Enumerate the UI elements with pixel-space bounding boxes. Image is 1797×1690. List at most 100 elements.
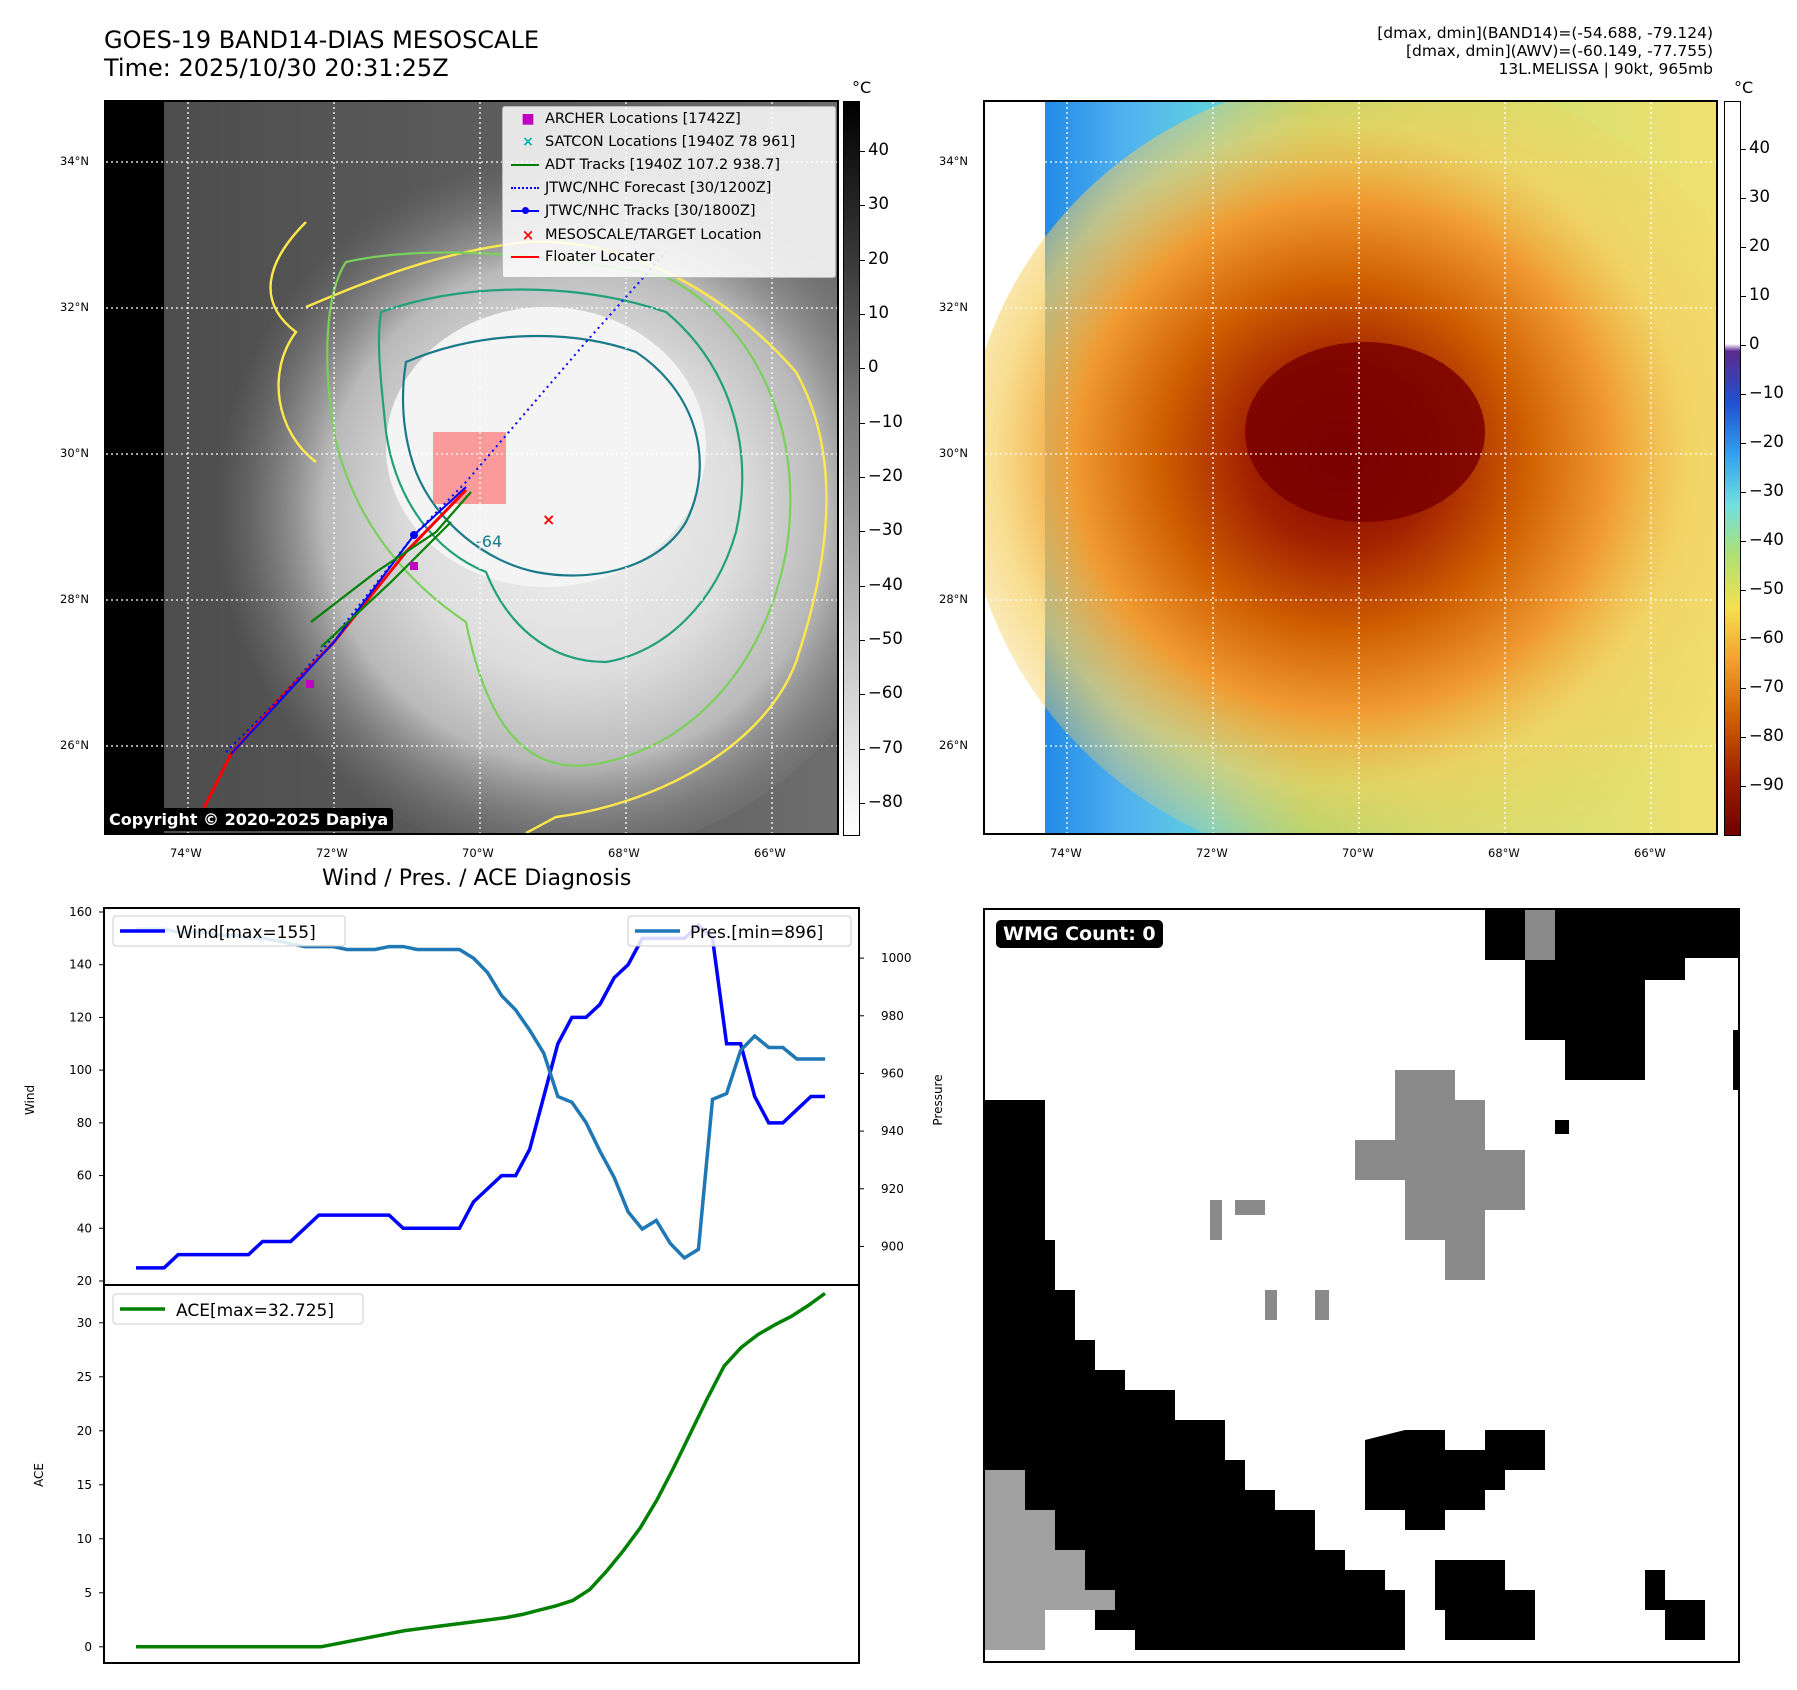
pressure-legend-box bbox=[627, 915, 852, 947]
colorbar-tick-mark bbox=[860, 531, 865, 533]
colorbar-tick-label: −50 bbox=[868, 629, 903, 649]
lat-label: 34°N bbox=[939, 154, 968, 168]
lat-label: 30°N bbox=[939, 446, 968, 460]
wind-axis-tick-label: 80 bbox=[77, 1116, 92, 1130]
lon-label: 74°W bbox=[1050, 846, 1082, 860]
colorbar-tick-mark bbox=[1741, 688, 1746, 690]
pressure-axis-label: Pressure bbox=[931, 1074, 945, 1125]
wind-axis-tick-label: 60 bbox=[77, 1169, 92, 1183]
cyan-x-icon: × bbox=[522, 134, 534, 150]
colorbar-tick-mark bbox=[860, 748, 865, 750]
title-line-2: Time: 2025/10/30 20:31:25Z bbox=[104, 54, 449, 82]
colorbar-tick-label: −20 bbox=[868, 466, 903, 486]
colorbar-tick-mark bbox=[1741, 442, 1746, 444]
legend-item-target: × MESOSCALE/TARGET Location bbox=[511, 226, 762, 244]
colorbar-tick-mark bbox=[860, 422, 865, 424]
ace-axis-tick-label: 20 bbox=[77, 1424, 92, 1438]
colorbar-tick-label: −30 bbox=[868, 520, 903, 540]
pressure-axis-tick-label: 900 bbox=[881, 1239, 904, 1253]
colorbar-tick-label: 30 bbox=[1749, 186, 1770, 206]
ace-series-line bbox=[136, 1291, 827, 1649]
wmg-count-badge: WMG Count: 0 bbox=[996, 920, 1163, 948]
legend-item-satcon: × SATCON Locations [1940Z 78 961] bbox=[511, 134, 795, 150]
contour-label: -64 bbox=[476, 532, 502, 551]
awv-map-panel bbox=[983, 100, 1718, 835]
pressure-axis-tick-label: 980 bbox=[881, 1009, 904, 1023]
wind-axis-tick-label: 140 bbox=[69, 958, 92, 972]
colorbar-tick-label: −50 bbox=[1749, 579, 1784, 599]
lon-label: 74°W bbox=[170, 846, 202, 860]
colorbar-right bbox=[1724, 101, 1741, 836]
colorbar-tick-mark bbox=[1741, 786, 1746, 788]
lat-label: 28°N bbox=[939, 592, 968, 606]
ace-axis-tick-label: 25 bbox=[77, 1370, 92, 1384]
colorbar-tick-label: −10 bbox=[1749, 382, 1784, 402]
info-line-3: 13L.MELISSA | 90kt, 965mb bbox=[1498, 60, 1713, 78]
colorbar-tick-mark bbox=[860, 477, 865, 479]
colorbar-tick-label: −30 bbox=[1749, 481, 1784, 501]
wind-axis-tick-label: 40 bbox=[77, 1221, 92, 1235]
colorbar-tick-mark bbox=[860, 640, 865, 642]
lat-label: 28°N bbox=[60, 592, 89, 606]
colorbar-tick-label: −40 bbox=[1749, 530, 1784, 550]
dmax-dmin-info: [dmax, dmin](BAND14)=(-54.688, -79.124) … bbox=[1377, 24, 1713, 78]
wind-legend-box bbox=[112, 915, 346, 947]
colorbar-tick-mark bbox=[1741, 639, 1746, 641]
colorbar-tick-mark bbox=[860, 585, 865, 587]
colorbar-tick-label: −60 bbox=[1749, 628, 1784, 648]
map-legend: ■ ARCHER Locations [1742Z] × SATCON Loca… bbox=[502, 106, 836, 278]
best-track bbox=[230, 486, 467, 755]
pressure-series-line bbox=[136, 927, 825, 1261]
wmg-image bbox=[985, 910, 1738, 1650]
colorbar-tick-label: 20 bbox=[1749, 235, 1770, 255]
colorbar-tick-mark bbox=[860, 150, 865, 152]
chart-title: GOES-19 BAND14-DIAS MESOSCALE Time: 2025… bbox=[104, 26, 539, 82]
lat-label: 32°N bbox=[939, 300, 968, 314]
colorbar-right-unit: °C bbox=[1734, 78, 1754, 97]
green-line-icon bbox=[511, 164, 539, 166]
wind-axis-tick-label: 20 bbox=[77, 1274, 92, 1288]
colorbar-tick-mark bbox=[860, 313, 865, 315]
colorbar-tick-label: 20 bbox=[868, 248, 889, 268]
colorbar-tick-mark bbox=[1741, 590, 1746, 592]
ace-panel-frame bbox=[103, 1284, 860, 1664]
wind-pressure-ace-chart: 204060801001201401609009209409609801000W… bbox=[23, 905, 945, 1664]
colorbar-tick-label: −90 bbox=[1749, 775, 1784, 795]
colorbar-tick-mark bbox=[1741, 148, 1746, 150]
colorbar-tick-mark bbox=[1741, 737, 1746, 739]
pressure-axis-tick-label: 960 bbox=[881, 1066, 904, 1080]
colorbar-tick-mark bbox=[1741, 344, 1746, 346]
copyright-badge: Copyright © 2020-2025 Dapiya bbox=[104, 808, 394, 831]
pressure-legend-label: Pres.[min=896] bbox=[690, 923, 823, 943]
legend-item-tracks: JTWC/NHC Tracks [30/1800Z] bbox=[511, 203, 756, 219]
lat-label: 26°N bbox=[939, 738, 968, 752]
colorbar-tick-label: 30 bbox=[868, 194, 889, 214]
wind-axis-tick-label: 160 bbox=[69, 905, 92, 919]
ace-axis-tick-label: 15 bbox=[77, 1478, 92, 1492]
colorbar-tick-label: −60 bbox=[868, 683, 903, 703]
colorbar-tick-label: −10 bbox=[868, 411, 903, 431]
legend-item-forecast: JTWC/NHC Forecast [30/1200Z] bbox=[511, 180, 771, 196]
wind-axis-tick-label: 120 bbox=[69, 1010, 92, 1024]
lon-label: 66°W bbox=[754, 846, 786, 860]
colorbar-tick-label: 0 bbox=[1749, 333, 1760, 353]
colorbar-tick-mark bbox=[860, 694, 865, 696]
floater-box bbox=[433, 432, 506, 504]
magenta-square-icon: ■ bbox=[521, 111, 535, 127]
wind-legend-label: Wind[max=155] bbox=[176, 923, 316, 943]
red-x-icon: × bbox=[521, 226, 535, 244]
colorbar-tick-mark bbox=[860, 205, 865, 207]
forecast-track bbox=[225, 251, 667, 753]
colorbar-tick-label: −80 bbox=[868, 792, 903, 812]
info-line-1: [dmax, dmin](BAND14)=(-54.688, -79.124) bbox=[1377, 24, 1713, 42]
legend-item-adt: ADT Tracks [1940Z 107.2 938.7] bbox=[511, 157, 780, 173]
colorbar-left bbox=[843, 101, 860, 836]
colorbar-tick-label: −80 bbox=[1749, 726, 1784, 746]
colorbar-tick-mark bbox=[1741, 541, 1746, 543]
colorbar-tick-mark bbox=[1741, 295, 1746, 297]
lon-label: 66°W bbox=[1634, 846, 1666, 860]
legend-item-archer: ■ ARCHER Locations [1742Z] bbox=[511, 111, 740, 127]
lon-label: 72°W bbox=[316, 846, 348, 860]
pressure-axis-tick-label: 1000 bbox=[881, 951, 912, 965]
colorbar-tick-label: 10 bbox=[1749, 284, 1770, 304]
